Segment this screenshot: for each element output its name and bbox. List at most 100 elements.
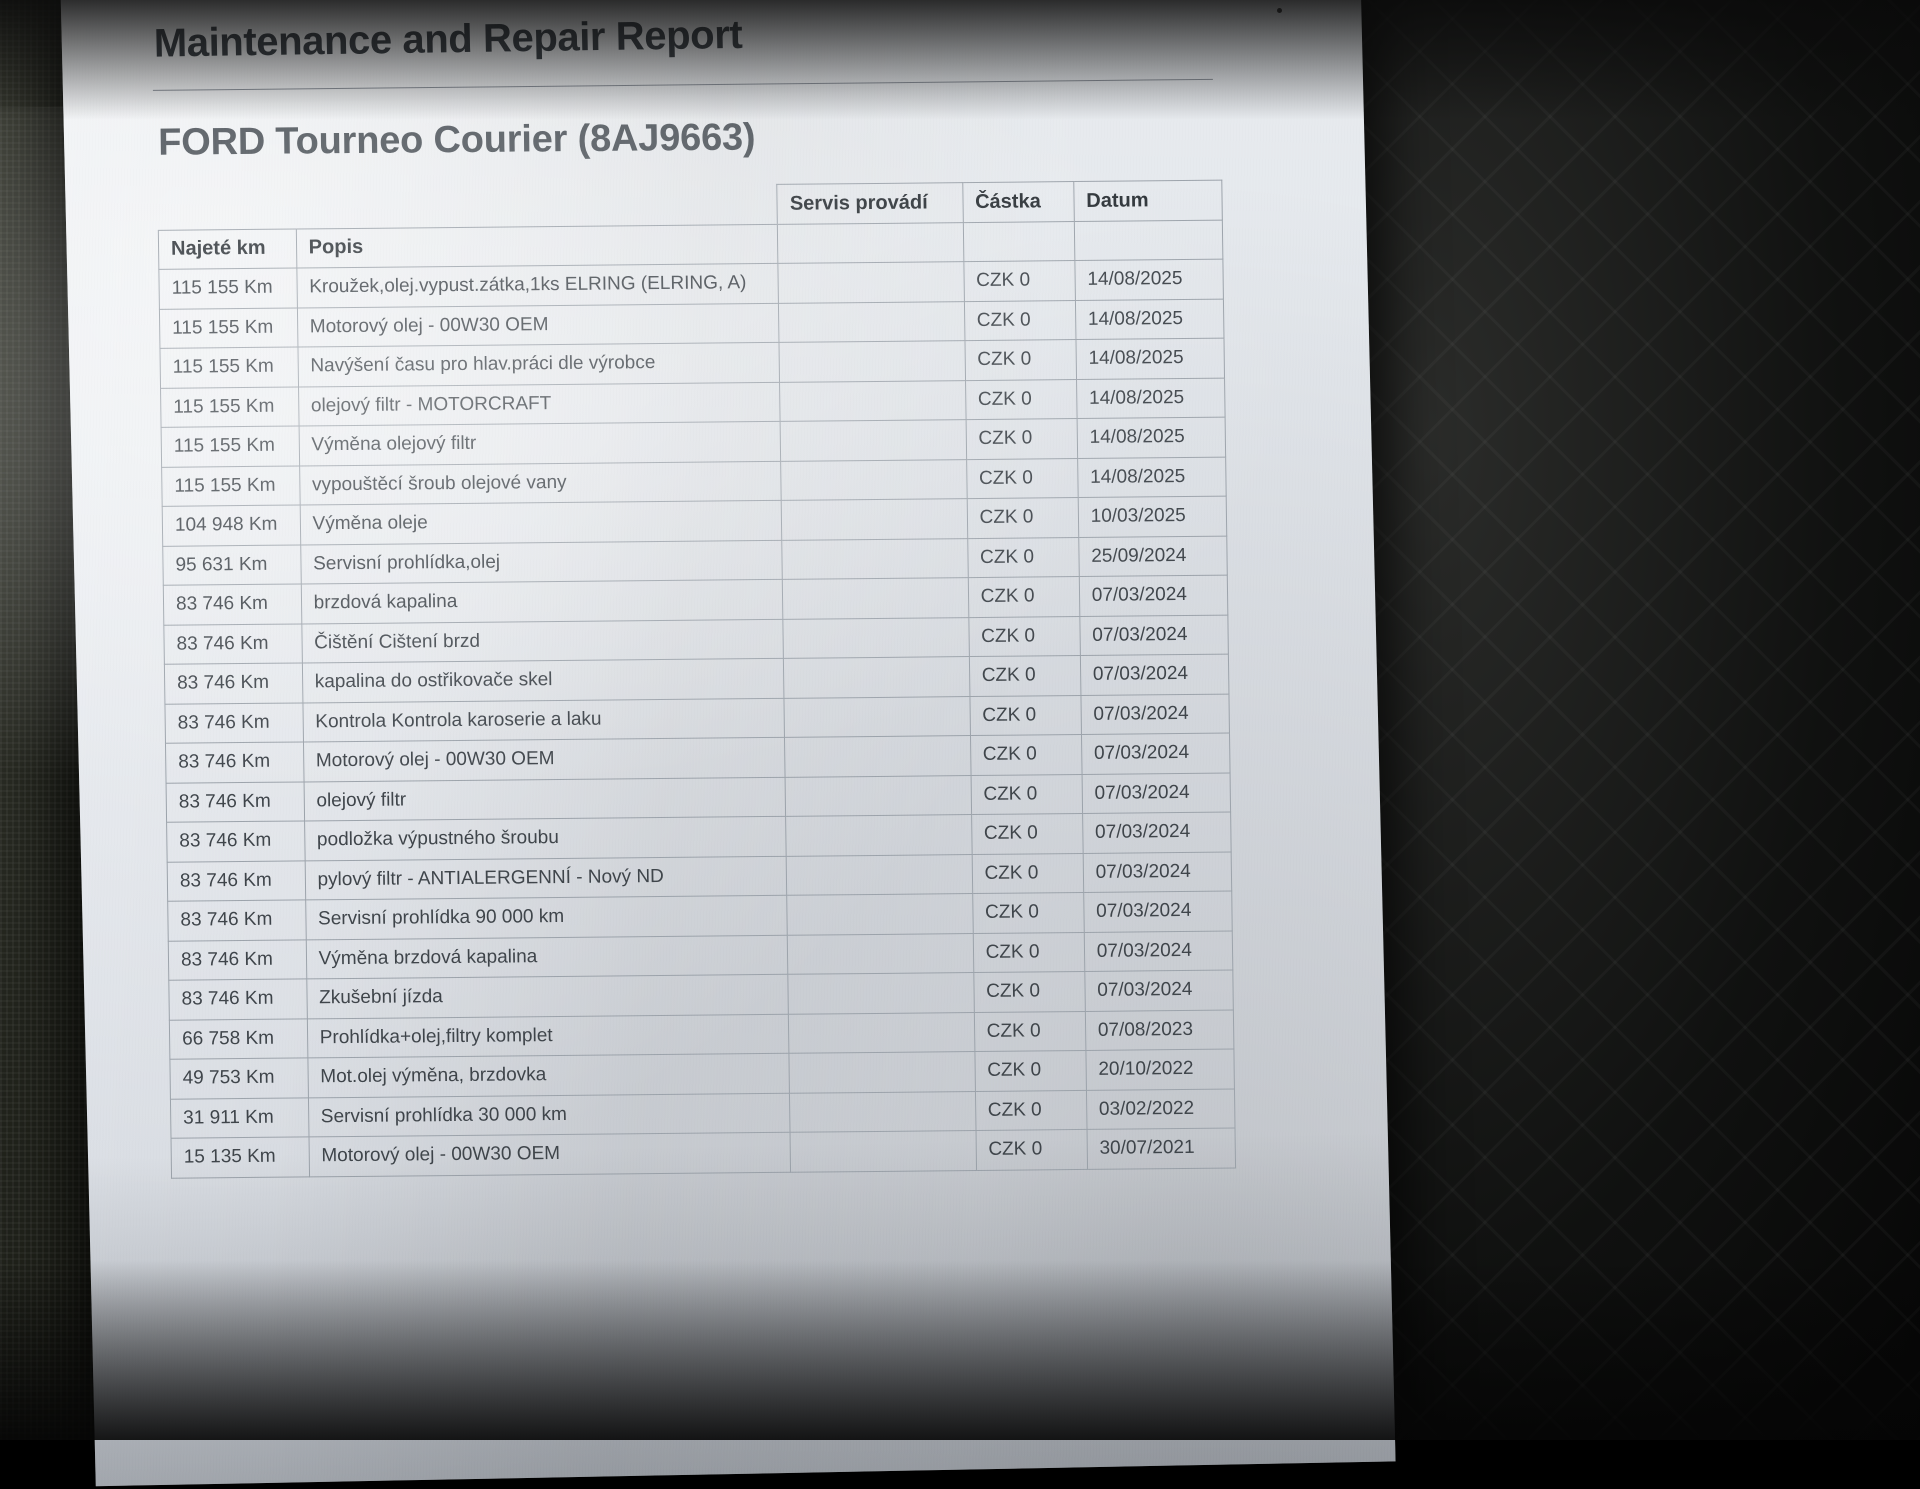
dust-speck — [1277, 8, 1282, 13]
cell-km: 49 753 Km — [170, 1058, 308, 1099]
cell-service-provider — [784, 696, 970, 737]
cell-description: olejový filtr - MOTORCRAFT — [298, 382, 780, 426]
cell-km: 66 758 Km — [169, 1018, 307, 1059]
vehicle-heading: FORD Tourneo Courier (8AJ9663) — [158, 117, 756, 165]
cell-km: 115 155 Km — [161, 426, 299, 467]
cell-description: Výměna olejový filtr — [299, 421, 781, 465]
cell-amount: CZK 0 — [972, 892, 1084, 933]
cell-amount: CZK 0 — [965, 379, 1077, 420]
cell-km: 31 911 Km — [170, 1097, 308, 1138]
maintenance-table: Servis provádí Částka Datum Najeté km Po… — [157, 180, 1236, 1179]
cell-description: Výměna brzdová kapalina — [306, 935, 788, 979]
cell-service-provider — [785, 736, 971, 777]
cell-date: 07/03/2024 — [1082, 812, 1231, 853]
cell-km: 83 746 Km — [164, 623, 302, 664]
cell-service-provider — [779, 301, 965, 342]
cell-date: 07/03/2024 — [1083, 852, 1232, 893]
page-title: Maintenance and Repair Report — [153, 13, 742, 67]
cell-description: podložka výpustného šroubu — [304, 816, 786, 860]
cell-amount: CZK 0 — [969, 656, 1081, 697]
column-header-service-provider: Servis provádí — [777, 183, 963, 224]
cell-date: 14/08/2025 — [1075, 299, 1224, 340]
cell-service-provider — [780, 380, 966, 421]
cell-date: 07/08/2023 — [1085, 1010, 1234, 1051]
title-divider — [153, 79, 1213, 91]
cell-km: 83 746 Km — [165, 702, 303, 743]
header-spacer-amount — [963, 221, 1075, 262]
cell-date: 07/03/2024 — [1079, 575, 1228, 616]
cell-date: 07/03/2024 — [1080, 654, 1229, 695]
cell-date: 14/08/2025 — [1076, 378, 1225, 419]
cell-date: 10/03/2025 — [1078, 496, 1227, 537]
cell-service-provider — [783, 617, 969, 658]
cell-description: Výměna oleje — [300, 500, 782, 544]
cell-date: 07/03/2024 — [1085, 970, 1234, 1011]
photo-background: Maintenance and Repair Report FORD Tourn… — [0, 0, 1920, 1440]
cell-km: 83 746 Km — [165, 742, 303, 783]
cell-description: Servisní prohlídka 90 000 km — [305, 895, 787, 939]
cell-amount: CZK 0 — [967, 537, 1079, 578]
cell-amount: CZK 0 — [963, 261, 1075, 302]
cell-km: 83 746 Km — [168, 939, 306, 980]
cell-service-provider — [786, 854, 972, 895]
cell-date: 07/03/2024 — [1081, 733, 1230, 774]
cell-amount: CZK 0 — [966, 458, 1078, 499]
cell-service-provider — [788, 973, 974, 1014]
cell-description: Motorový olej - 00W30 OEM — [309, 1132, 791, 1176]
cell-date: 14/08/2025 — [1075, 259, 1224, 300]
cell-km: 83 746 Km — [167, 860, 305, 901]
cell-service-provider — [782, 538, 968, 579]
cell-description: vypouštěcí šroub olejové vany — [299, 461, 781, 505]
header-spacer-service — [778, 222, 964, 263]
cell-km: 83 746 Km — [169, 979, 307, 1020]
cell-amount: CZK 0 — [965, 340, 1077, 381]
cell-km: 95 631 Km — [163, 544, 301, 585]
cell-service-provider — [789, 1012, 975, 1053]
cell-description: Navýšení času pro hlav.práci dle výrobce — [298, 342, 780, 386]
cell-date: 03/02/2022 — [1086, 1089, 1235, 1130]
cell-service-provider — [786, 815, 972, 856]
cell-description: Mot.olej výměna, brzdovka — [308, 1053, 790, 1097]
cell-km: 115 155 Km — [160, 347, 298, 388]
car-mat-right-texture — [1310, 0, 1920, 1440]
cell-amount: CZK 0 — [966, 419, 1078, 460]
cell-amount: CZK 0 — [968, 616, 1080, 657]
column-header-date: Datum — [1074, 180, 1223, 221]
cell-amount: CZK 0 — [967, 498, 1079, 539]
cell-km: 15 135 Km — [171, 1137, 309, 1178]
table-head: Servis provádí Částka Datum Najeté km Po… — [158, 180, 1223, 269]
cell-description: Kontrola Kontrola karoserie a laku — [303, 698, 785, 742]
column-header-km: Najeté km — [158, 229, 296, 270]
cell-description: brzdová kapalina — [301, 579, 783, 623]
cell-description: Prohlídka+olej,filtry komplet — [307, 1014, 789, 1058]
cell-date: 07/03/2024 — [1081, 694, 1230, 735]
cell-date: 25/09/2024 — [1078, 536, 1227, 577]
cell-km: 83 746 Km — [166, 781, 304, 822]
cell-service-provider — [782, 499, 968, 540]
cell-km: 115 155 Km — [159, 308, 297, 349]
header-spacer-km — [158, 189, 296, 230]
cell-date: 07/03/2024 — [1082, 773, 1231, 814]
cell-date: 07/03/2024 — [1084, 931, 1233, 972]
cell-km: 83 746 Km — [164, 663, 302, 704]
cell-description: Čištění Cištení brzd — [301, 619, 783, 663]
paper-lower-shadow — [88, 1131, 1396, 1486]
cell-description: Motorový olej - 00W30 OEM — [303, 737, 785, 781]
cell-description: Zkušební jízda — [306, 974, 788, 1018]
cell-service-provider — [790, 1131, 976, 1172]
column-header-amount: Částka — [962, 182, 1074, 223]
cell-service-provider — [785, 775, 971, 816]
cell-service-provider — [787, 894, 973, 935]
cell-amount: CZK 0 — [974, 1011, 1086, 1052]
cell-amount: CZK 0 — [971, 813, 1083, 854]
cell-date: 07/03/2024 — [1080, 615, 1229, 656]
column-header-description: Popis — [296, 224, 778, 268]
cell-km: 83 746 Km — [168, 900, 306, 941]
cell-amount: CZK 0 — [973, 971, 1085, 1012]
cell-description: Motorový olej - 00W30 OEM — [297, 303, 779, 347]
cell-service-provider — [788, 933, 974, 974]
cell-service-provider — [784, 657, 970, 698]
cell-amount: CZK 0 — [970, 695, 1082, 736]
cell-km: 104 948 Km — [162, 505, 300, 546]
